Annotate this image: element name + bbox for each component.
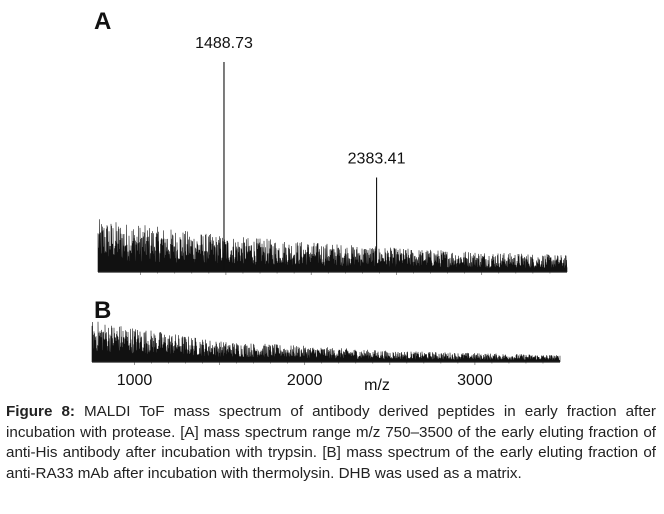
x-tick-label: 2000 (287, 372, 323, 389)
x-axis-label: m/z (364, 377, 390, 394)
panel-a-spectrum: 1488.73 2383.41 (97, 35, 568, 275)
panel-a-letter: A (94, 8, 111, 35)
figure-caption: Figure 8: MALDI ToF mass spectrum of ant… (6, 402, 656, 484)
peak-label: 2383.41 (348, 151, 406, 168)
peak-label: 1488.73 (195, 35, 253, 52)
figure-caption-text: MALDI ToF mass spectrum of antibody deri… (6, 403, 656, 482)
x-tick-label: 1000 (117, 372, 153, 389)
x-tick-label: 3000 (457, 372, 493, 389)
x-axis-ticks: 1000 2000 3000 (117, 372, 493, 389)
mass-spectrum-figure: A B 1488.73 2383.41 1000 2000 3000 m/z (91, 8, 568, 394)
panel-b-spectrum (91, 321, 561, 365)
figure-label: Figure 8: (6, 403, 75, 420)
panel-b-letter: B (94, 297, 111, 324)
spectrum-noise-trace (97, 219, 568, 273)
spectrum-noise-trace (91, 321, 561, 363)
